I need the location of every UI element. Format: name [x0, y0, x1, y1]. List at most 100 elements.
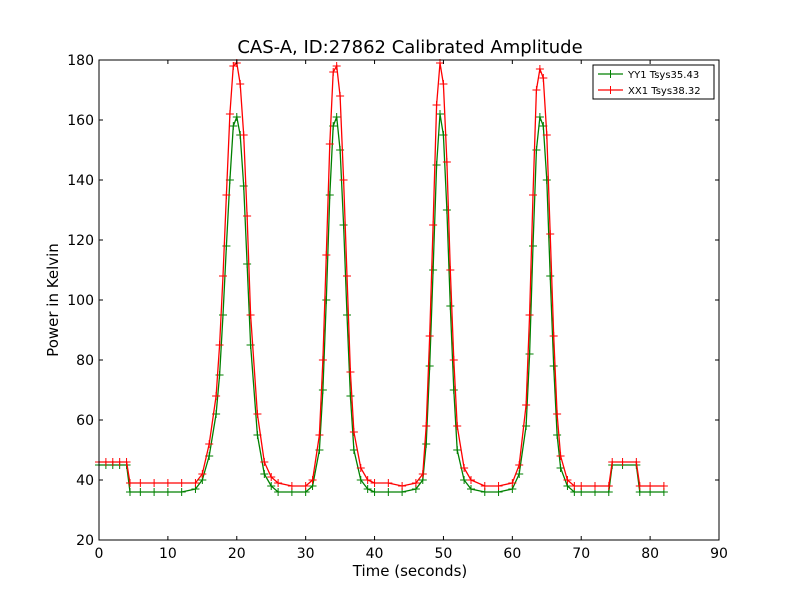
data-point-marker [553, 431, 562, 439]
data-point-marker [467, 476, 475, 484]
data-point-marker [318, 356, 327, 364]
data-point-marker [460, 464, 469, 472]
data-point-marker [422, 422, 431, 430]
data-point-marker [363, 485, 372, 493]
data-point-marker [553, 410, 562, 418]
data-point-marker [604, 482, 613, 490]
data-point-marker [225, 110, 234, 118]
data-point-marker [453, 422, 462, 430]
data-point-marker [349, 428, 358, 436]
data-point-marker [429, 266, 438, 274]
data-point-marker [356, 464, 365, 472]
legend-label: YY1 Tsys35.43 [627, 70, 699, 81]
data-point-marker [618, 458, 627, 466]
data-point-marker [549, 332, 558, 340]
data-point-marker [546, 230, 555, 238]
data-point-marker [339, 176, 348, 184]
data-point-marker [163, 479, 172, 487]
data-point-marker [522, 401, 531, 409]
data-point-marker [449, 386, 458, 394]
data-point-marker [267, 482, 276, 490]
x-tick-label: 10 [159, 546, 177, 562]
data-point-marker [556, 464, 565, 472]
data-point-marker [646, 482, 655, 490]
data-point-marker [260, 458, 269, 466]
data-point-marker [315, 431, 324, 439]
data-point-marker [570, 482, 579, 490]
data-point-marker [274, 479, 283, 487]
data-point-marker [429, 221, 438, 229]
data-point-marker [384, 488, 393, 496]
data-point-marker [546, 272, 555, 280]
data-point-marker [449, 356, 458, 364]
data-point-marker [301, 482, 310, 490]
data-point-marker [446, 302, 455, 310]
data-point-marker [198, 470, 207, 478]
data-point-marker [398, 482, 407, 490]
x-tick-label: 80 [641, 546, 659, 562]
data-point-marker [126, 479, 134, 487]
data-point-marker [508, 479, 517, 487]
data-point-marker [267, 473, 276, 481]
data-point-marker [411, 479, 420, 487]
data-point-marker [239, 131, 248, 139]
x-tick-label: 90 [710, 546, 728, 562]
data-point-marker [219, 311, 227, 319]
data-point-marker [539, 74, 548, 82]
data-point-marker [246, 311, 255, 319]
data-point-marker [632, 458, 641, 466]
data-point-marker [442, 206, 451, 214]
data-point-marker [243, 260, 252, 268]
data-point-marker [322, 296, 331, 304]
y-tick-label: 20 [76, 533, 94, 549]
data-point-marker [191, 479, 200, 487]
data-point-marker [332, 113, 341, 121]
data-point-marker [177, 488, 186, 496]
y-tick-label: 120 [67, 233, 94, 249]
data-point-marker [212, 392, 221, 400]
data-point-marker [532, 146, 541, 154]
x-axis-title: Time (seconds) [352, 562, 468, 580]
data-point-marker [532, 86, 541, 94]
data-point-marker [422, 440, 431, 448]
y-tick-label: 180 [67, 53, 94, 69]
data-point-marker [177, 479, 186, 487]
legend-marker [606, 70, 615, 78]
data-point-marker [480, 482, 489, 490]
data-point-marker [591, 482, 599, 490]
data-point-marker [318, 386, 327, 394]
data-point-marker [370, 488, 379, 496]
data-point-marker [370, 479, 379, 487]
data-point-marker [515, 470, 524, 478]
data-point-marker [542, 131, 551, 139]
data-point-marker [101, 458, 110, 466]
data-point-marker [336, 92, 345, 100]
data-point-marker [356, 476, 365, 484]
data-point-marker [384, 479, 393, 487]
data-point-marker [253, 410, 262, 418]
data-point-marker [494, 482, 503, 490]
data-point-marker [219, 272, 227, 280]
x-tick-label: 40 [366, 546, 384, 562]
data-point-marker [343, 311, 351, 319]
data-point-marker [215, 371, 224, 379]
y-tick-label: 80 [76, 353, 94, 369]
ticks-layer: 0 10 20 30 40 50 60 70 80 90 20 40 60 80 100 120 140 160 1… [67, 53, 728, 562]
data-point-marker [525, 311, 534, 319]
data-point-marker [308, 476, 317, 484]
data-point-marker [363, 476, 372, 484]
data-point-marker [635, 482, 644, 490]
data-point-marker [126, 488, 134, 496]
series-2 [95, 59, 668, 490]
data-point-marker [556, 452, 565, 460]
data-point-marker [432, 101, 441, 109]
data-point-marker [577, 482, 586, 490]
data-point-marker [150, 488, 159, 496]
data-point-marker [563, 476, 572, 484]
y-axis-title: Power in Kelvin [44, 243, 62, 357]
x-tick-label: 20 [228, 546, 246, 562]
data-point-marker [339, 221, 348, 229]
